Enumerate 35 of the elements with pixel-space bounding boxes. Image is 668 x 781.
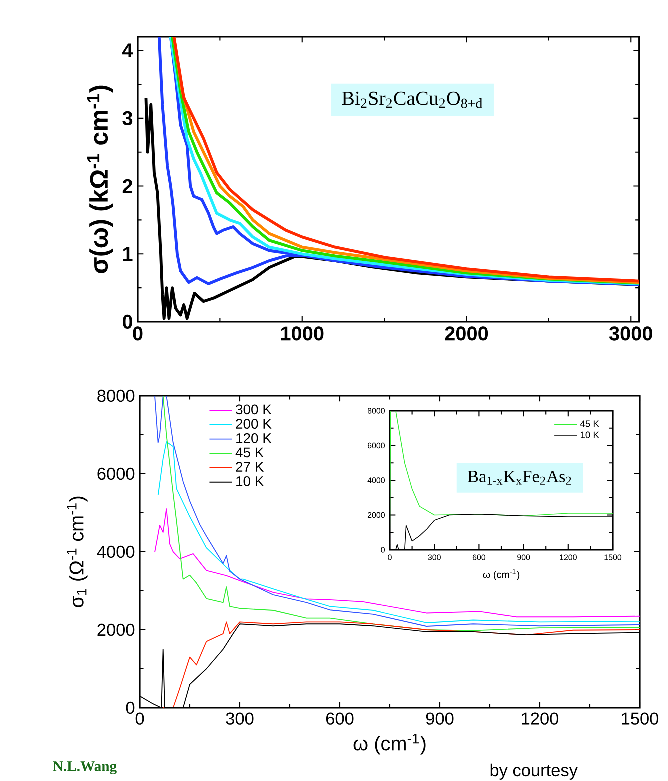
legend-label: 45 K [236, 448, 264, 458]
x-tick-label: 900 [426, 712, 454, 725]
text: by courtesy [490, 764, 578, 780]
x-tick-label: 600 [326, 712, 354, 725]
x-tick-label: 1500 [622, 712, 659, 725]
y-tick-label: 0 [123, 314, 132, 330]
y-tick-label: 4000 [97, 546, 135, 558]
y-tick-label: 0 [126, 702, 135, 714]
y-tick-label: 2 [122, 179, 132, 194]
legend-label: 300 K [236, 404, 272, 415]
legend-label: 10 K [236, 476, 264, 486]
legend-label: 200 K [236, 419, 272, 429]
x-tick-label: 300 [226, 712, 254, 725]
y-tick-label: 1 [123, 247, 133, 261]
annotation: Bi$_{2}$Sr$_{2}$CaCu$_{2}$O$_{8+d}$ [342, 92, 483, 108]
y-tick-label: 2000 [98, 624, 135, 636]
y-tick-label: 3 [122, 111, 133, 126]
annotation: Ba$_{1-x}$K$_{x}$Fe$_{2}$As$_{2}$ [468, 470, 572, 485]
y-tick-label: 8000 [98, 390, 135, 402]
y-tick-label: 4 [122, 44, 134, 58]
x-tick-label: 2000 [445, 326, 488, 341]
y-axis-title: σ$_{1}$ (Ω$^{-1}$ cm$^{-1}$) [67, 496, 88, 608]
legend-label: 27 K [236, 462, 264, 472]
x-axis-title: ω (cm$^{-1}$) [354, 734, 426, 755]
x-tick-label: 3000 [609, 326, 652, 341]
x-tick-label: 0 [136, 712, 144, 725]
x-axis-title: ω (cm$^{-1}$) [483, 569, 520, 580]
x-tick-label: 1200 [522, 712, 559, 725]
text: N.L.Wang [53, 762, 117, 774]
y-axis-title: σ(ω) (kΩ$^{-1}$ cm$^{-1}$) [87, 86, 114, 274]
y-tick-label: 6000 [98, 468, 135, 480]
legend-label: 10 K [580, 432, 600, 438]
legend-label: 45 K [580, 420, 600, 428]
x-tick-label: 1000 [281, 326, 324, 341]
legend-label: 120 K [236, 433, 272, 444]
